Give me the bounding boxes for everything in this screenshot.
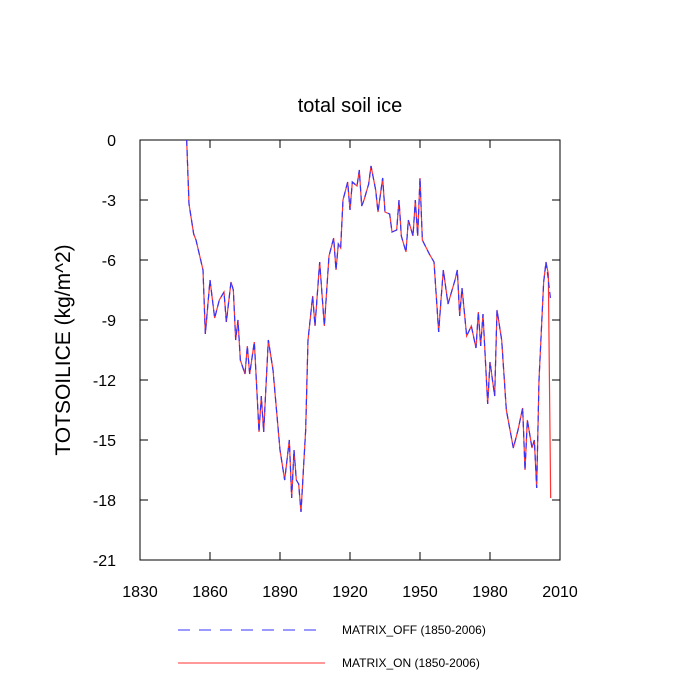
x-tick-label: 1980	[472, 584, 508, 601]
x-tick-label: 2010	[542, 584, 578, 601]
chart-title: total soil ice	[298, 95, 403, 117]
y-tick-label: 0	[107, 133, 116, 150]
y-tick-label: -15	[93, 433, 116, 450]
y-tick-label: -21	[93, 553, 116, 570]
y-tick-label: -3	[102, 193, 116, 210]
x-tick-label: 1830	[122, 584, 158, 601]
x-tick-label: 1950	[402, 584, 438, 601]
y-tick-label: -9	[102, 313, 116, 330]
y-tick-label: -12	[93, 373, 116, 390]
legend-label: MATRIX_ON (1850-2006)	[342, 656, 480, 670]
y-tick-label: -18	[93, 493, 116, 510]
x-tick-label: 1860	[192, 584, 228, 601]
x-tick-label: 1920	[332, 584, 368, 601]
y-tick-label: -6	[102, 253, 116, 270]
legend-label: MATRIX_OFF (1850-2006)	[342, 623, 486, 637]
series-line	[186, 139, 552, 513]
y-axis-label: TOTSOILICE (kg/m^2)	[52, 244, 75, 455]
x-tick-label: 1890	[262, 584, 298, 601]
